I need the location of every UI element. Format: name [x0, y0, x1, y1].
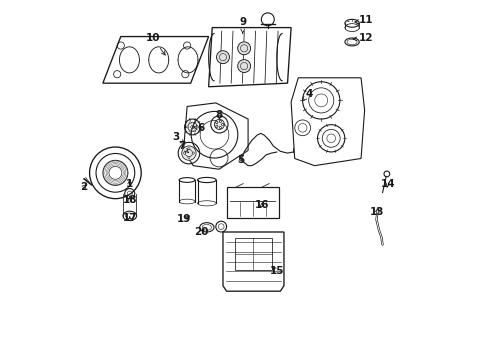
Circle shape [196, 126, 198, 128]
Circle shape [186, 126, 188, 128]
Circle shape [189, 130, 191, 132]
Text: 11: 11 [354, 15, 373, 26]
Circle shape [183, 152, 185, 154]
Circle shape [187, 156, 190, 158]
Text: 17: 17 [122, 213, 137, 222]
Text: 15: 15 [269, 266, 284, 276]
Circle shape [216, 51, 229, 64]
Bar [235, 238, 271, 270]
Circle shape [221, 123, 223, 126]
Text: 12: 12 [352, 33, 373, 43]
Circle shape [214, 120, 224, 130]
Circle shape [237, 42, 250, 55]
Circle shape [192, 152, 194, 154]
Text: 8: 8 [215, 111, 223, 121]
Circle shape [187, 148, 190, 150]
Bar [226, 187, 278, 218]
Circle shape [219, 126, 221, 129]
Text: 2: 2 [80, 182, 87, 192]
Text: 1: 1 [126, 179, 133, 189]
Circle shape [219, 120, 221, 122]
Circle shape [189, 122, 191, 124]
Text: 18: 18 [122, 195, 137, 205]
Text: 14: 14 [380, 179, 394, 189]
Text: 13: 13 [369, 207, 384, 217]
Text: 10: 10 [145, 33, 165, 55]
Circle shape [215, 121, 218, 123]
Text: 7: 7 [178, 141, 188, 153]
Text: 20: 20 [194, 227, 208, 237]
Text: 4: 4 [302, 89, 312, 100]
Text: 19: 19 [176, 215, 190, 224]
Circle shape [193, 130, 196, 132]
Circle shape [193, 122, 196, 124]
Circle shape [215, 125, 218, 127]
Circle shape [190, 125, 194, 129]
Text: 5: 5 [237, 155, 244, 165]
Text: 3: 3 [172, 132, 184, 144]
Text: 9: 9 [239, 17, 246, 33]
Circle shape [182, 146, 196, 160]
Text: 16: 16 [255, 200, 269, 210]
Circle shape [237, 60, 250, 72]
Text: 6: 6 [193, 123, 204, 133]
